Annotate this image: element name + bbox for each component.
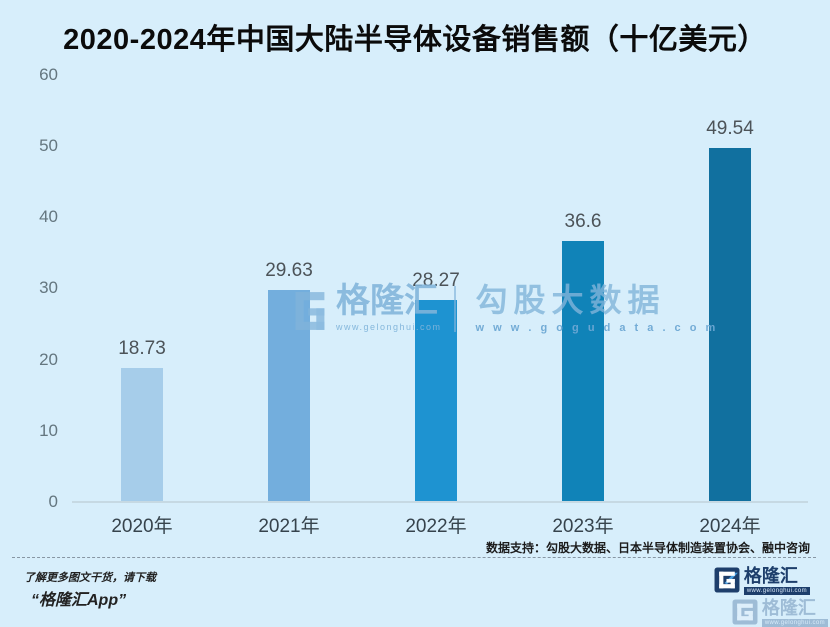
y-axis-tick-label: 10: [39, 420, 58, 440]
x-axis-category-label: 2021年: [258, 516, 320, 537]
footer-logo-url: www.gelonghui.com: [761, 619, 828, 627]
bar-2023年: [562, 240, 604, 501]
x-axis-category-label: 2023年: [552, 516, 614, 537]
gelonghui-logo-icon: [714, 567, 740, 593]
y-axis-tick-label: 50: [39, 136, 58, 156]
bar-value-label: 49.54: [706, 118, 754, 140]
y-axis-tick-label: 60: [39, 64, 58, 84]
x-axis-line: [72, 501, 808, 503]
footer-logo-name: 格隆汇: [761, 598, 816, 618]
y-axis-tick-label: 30: [39, 278, 58, 298]
gelonghui-footer-logo-ghost: 格隆汇 www.gelonghui.com: [732, 599, 828, 627]
footer-logo-url: www.gelonghui.com: [743, 587, 810, 595]
x-axis-category-label: 2020年: [111, 516, 173, 537]
plot-area: 0 10 20 30 40 50 60 18.73 2020年 29.63 2021年 28.27 20…: [39, 64, 808, 537]
promo-text-line1: 了解更多图文干货，请下载: [24, 572, 156, 584]
gelonghui-footer-logo: 格隆汇 www.gelonghui.com: [714, 567, 810, 595]
x-axis-category-label: 2024年: [699, 516, 761, 537]
data-source-note: 数据支持：勾股大数据、日本半导体制造装置协会、融中咨询: [485, 541, 810, 555]
promo-text-line2: “格隆汇App”: [31, 592, 127, 609]
y-axis-tick-label: 40: [39, 207, 58, 227]
bar-value-label: 28.27: [412, 269, 460, 291]
bar-2024年: [709, 148, 751, 501]
bar-value-label: 18.73: [118, 337, 166, 359]
bar-2022年: [415, 299, 457, 501]
gelonghui-logo-icon: [732, 599, 758, 625]
footer-logo-name: 格隆汇: [743, 566, 798, 586]
bar-2020年: [121, 367, 163, 501]
chart-title: 2020-2024年中国大陆半导体设备销售额（十亿美元）: [63, 24, 767, 56]
footer-divider: [12, 557, 816, 558]
bar-value-label: 29.63: [265, 260, 313, 282]
y-axis-tick-label: 20: [39, 349, 58, 369]
y-axis-tick-label: 0: [48, 492, 58, 511]
bar-value-label: 36.6: [564, 210, 602, 232]
x-axis-category-label: 2022年: [405, 516, 467, 537]
footer-logo-text-block: 格隆汇 www.gelonghui.com: [761, 598, 828, 627]
footer-logo-text-block: 格隆汇 www.gelonghui.com: [743, 566, 810, 595]
bar-2021年: [268, 290, 310, 501]
